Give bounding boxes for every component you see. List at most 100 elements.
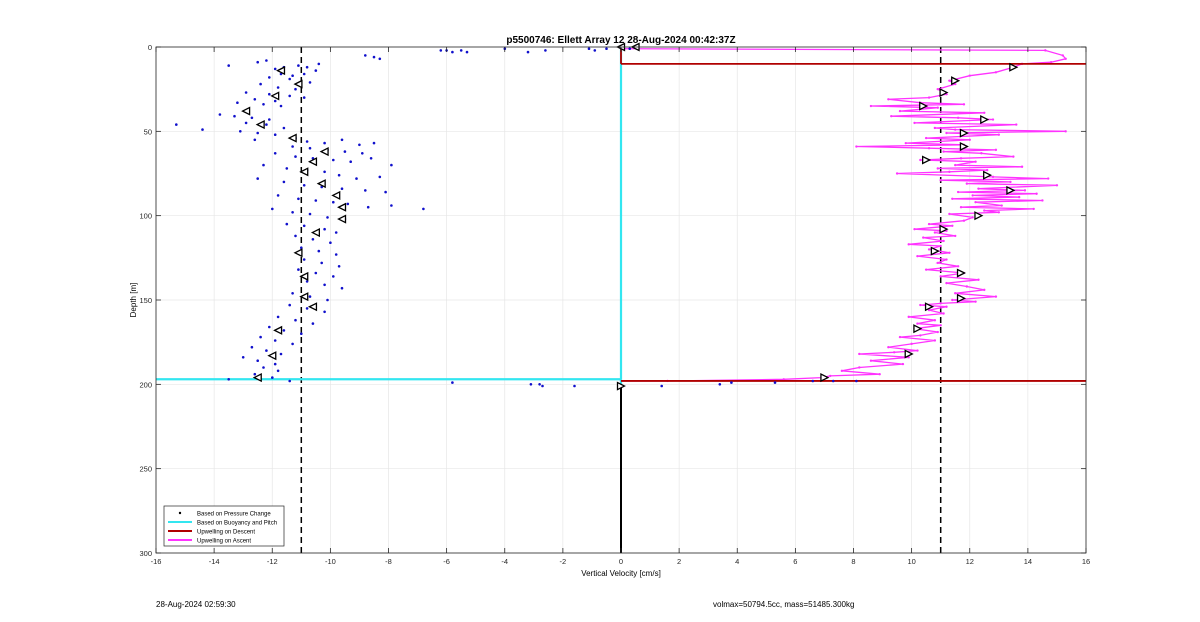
pressure-change-point	[323, 227, 326, 231]
x-tick-label: 12	[966, 557, 974, 566]
y-tick-label: 100	[139, 212, 152, 221]
ascent-upwelling-point	[887, 98, 890, 101]
x-tick-label: -12	[267, 557, 278, 566]
ascent-upwelling-point	[945, 281, 948, 285]
pressure-change-point	[273, 99, 277, 103]
descent-marker	[316, 179, 326, 189]
ascent-upwelling-point	[901, 362, 905, 366]
ascent-upwelling-point	[904, 141, 908, 145]
ascent-upwelling-point	[1064, 57, 1067, 61]
ascent-upwelling-point	[1020, 165, 1024, 168]
ascent-upwelling-point	[924, 268, 928, 271]
pressure-change-point	[573, 384, 576, 388]
ascent-upwelling-point	[956, 116, 960, 120]
ascent-upwelling-point	[933, 339, 937, 342]
pressure-change-point	[334, 231, 338, 234]
pressure-change-point	[288, 77, 292, 81]
x-tick-label: 6	[793, 557, 797, 566]
ascent-upwelling-point	[994, 71, 998, 74]
pressure-change-point	[773, 381, 777, 384]
legend-swatch-dot	[178, 511, 182, 515]
pressure-change-point	[291, 292, 294, 295]
pressure-change-point	[285, 222, 289, 226]
pressure-change-point	[337, 265, 341, 268]
x-tick-label: -4	[501, 557, 508, 566]
pressure-change-point	[465, 50, 469, 54]
ascent-upwelling-point	[1035, 192, 1038, 195]
ascent-upwelling-point	[965, 182, 969, 185]
pressure-change-point	[256, 177, 260, 180]
pressure-change-point	[364, 189, 367, 192]
pressure-change-point	[390, 163, 393, 167]
ascent-upwelling-point	[892, 351, 896, 354]
ascent-upwelling-point	[939, 244, 942, 248]
pressure-change-point	[294, 318, 297, 322]
pressure-change-point	[544, 49, 547, 52]
pressure-change-point	[372, 55, 376, 59]
pressure-change-point	[282, 329, 286, 332]
pressure-change-point	[451, 381, 454, 384]
pressure-change-point	[294, 234, 297, 238]
pressure-change-point	[593, 49, 597, 52]
ascent-upwelling-point	[936, 87, 939, 91]
pressure-change-point	[268, 92, 271, 96]
ascent-upwelling-point	[1055, 184, 1059, 187]
pressure-change-point	[526, 50, 530, 54]
ascent-upwelling-point	[954, 234, 957, 238]
pressure-change-point	[201, 128, 204, 131]
ascent-marker	[1006, 185, 1016, 195]
descent-marker	[273, 325, 283, 335]
ascent-marker	[616, 381, 626, 391]
ascent-upwelling-point	[916, 349, 919, 352]
ascent-marker	[913, 324, 923, 334]
descent-marker	[287, 133, 297, 143]
pressure-change-point	[718, 383, 722, 386]
pressure-change-point	[262, 163, 265, 167]
x-tick-label: 0	[619, 557, 623, 566]
ascent-upwelling-point	[927, 96, 931, 99]
ascent-upwelling-point	[858, 352, 861, 356]
ascent-upwelling-point	[951, 197, 954, 200]
y-tick-label: 150	[139, 296, 152, 305]
ascent-marker	[951, 76, 961, 86]
ascent-upwelling-point	[971, 194, 974, 197]
descent-marker	[331, 190, 341, 200]
ascent-upwelling-point	[913, 227, 916, 231]
ascent-upwelling-point	[945, 258, 948, 261]
pressure-change-point	[291, 74, 294, 77]
pressure-change-point	[459, 49, 463, 52]
ascent-marker	[904, 349, 914, 359]
ascent-upwelling-point	[948, 79, 951, 82]
pressure-change-point	[390, 204, 393, 207]
ascent-upwelling-point	[954, 163, 957, 167]
ascent-upwelling-point	[878, 373, 881, 376]
ascent-marker	[939, 87, 949, 98]
ascent-upwelling-point	[962, 103, 966, 106]
ascent-marker	[956, 293, 966, 303]
ascent-upwelling-point	[951, 298, 954, 302]
pressure-change-point	[308, 212, 312, 216]
ascent-upwelling-point	[927, 147, 931, 150]
ascent-marker	[980, 114, 990, 125]
ascent-upwelling-point	[782, 378, 785, 381]
y-tick-label: 50	[144, 127, 152, 136]
ascent-upwelling-point	[1012, 155, 1015, 158]
descent-marker	[337, 202, 347, 212]
pressure-change-point	[276, 315, 280, 319]
ascent-upwelling-point	[974, 300, 977, 303]
ascent-upwelling-point	[956, 265, 960, 268]
ascent-upwelling-point	[983, 209, 986, 212]
pressure-change-point	[227, 378, 230, 381]
pressure-change-point	[279, 104, 283, 108]
pressure-change-point	[253, 98, 257, 101]
pressure-change-point	[273, 339, 277, 342]
pressure-change-point	[297, 197, 300, 201]
pressure-change-point	[323, 170, 326, 174]
pressure-change-point	[218, 113, 222, 116]
descent-marker	[319, 147, 329, 157]
ascent-upwelling-point	[977, 187, 980, 190]
pressure-change-point	[378, 57, 382, 61]
ascent-upwelling-point	[910, 342, 913, 346]
pressure-change-point	[340, 286, 344, 290]
ascent-upwelling-point	[956, 190, 960, 194]
